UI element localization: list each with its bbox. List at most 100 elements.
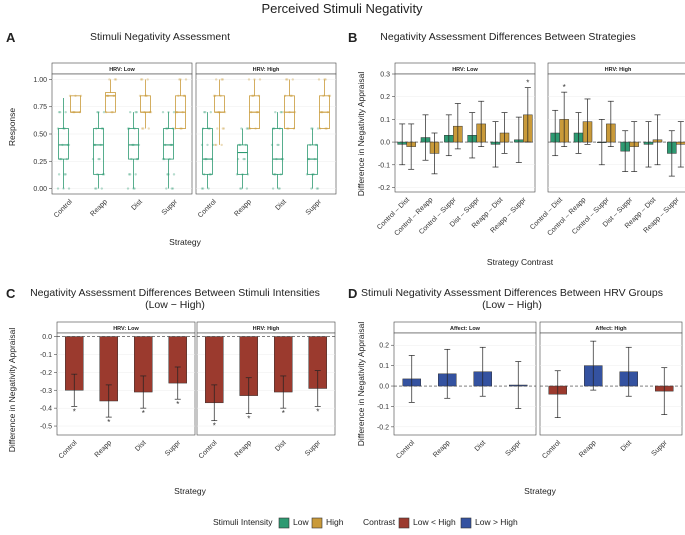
panel-a-title: Stimuli Negativity Assessment (90, 31, 230, 43)
panel-a-box (58, 128, 69, 160)
panel-a-point (179, 78, 182, 81)
panel-a-point (66, 143, 70, 147)
panel-a-point (286, 127, 289, 130)
panel-a-point (220, 143, 223, 147)
panel-a-point (270, 143, 274, 147)
panel-a-point (216, 127, 219, 130)
panel-c-significance-star: * (73, 407, 76, 416)
panel-b-facet-strip-label: HRV: High (605, 67, 632, 73)
panel-a-point (213, 94, 217, 98)
panel-a-point (172, 173, 176, 176)
panel-a-point (172, 110, 176, 114)
legend-swatch-low (278, 517, 290, 529)
panel-a-point (210, 157, 214, 161)
panel-a-box (105, 92, 116, 113)
panel-c-letter: C (6, 286, 16, 301)
panel-a-point (200, 143, 204, 147)
panel-a-point (313, 157, 316, 161)
panel-d-xtick-label: Suppr (651, 439, 670, 458)
panel-a-point (280, 110, 284, 114)
panel-a-point (174, 110, 178, 114)
panel-a-point (290, 94, 293, 98)
panel-b-xlabel: Strategy Contrast (487, 257, 554, 267)
panel-a-xtick-label: Dist (130, 198, 144, 212)
panel-a-facet-strip-label: HRV: High (253, 67, 280, 73)
panel-a-point (206, 143, 209, 147)
panel-b-significance-star: * (563, 83, 566, 92)
panel-a-point (74, 94, 77, 98)
panel-a-box (93, 128, 104, 175)
panel-a-point (222, 127, 226, 130)
panel-a-point (110, 110, 113, 114)
panel-a-point (242, 157, 245, 161)
panel-c-ytick-label: 0.0 (42, 334, 52, 341)
panel-a-xtick-label: Reapp (89, 198, 109, 218)
panel-a-point (274, 173, 277, 176)
panel-a-point (133, 127, 136, 130)
panel-b-ytick-label: 0.1 (380, 117, 390, 124)
panel-d-facet-strip-label: Affect: Low (450, 326, 481, 332)
panel-a-point (246, 127, 250, 130)
panel-a-point (323, 78, 326, 81)
panel-a-point (182, 94, 185, 98)
panel-a-point (211, 143, 215, 147)
panel-c-significance-star: * (107, 418, 110, 427)
panel-d-ytick-label: 0.1 (379, 363, 389, 370)
panel-a-point (127, 173, 131, 176)
panel-a-point (282, 110, 286, 114)
panel-b-ytick-label: -0.1 (378, 162, 390, 169)
panel-a-point (181, 110, 184, 114)
panel-a-point (289, 94, 292, 98)
panel-d-ytick-label: 0.2 (379, 343, 389, 350)
panel-a-point (223, 110, 227, 114)
panel-a-box (163, 128, 174, 160)
panel-a-point (102, 110, 106, 114)
panel-a-point (107, 94, 110, 98)
panel-a-point (101, 173, 105, 176)
panel-a-point (126, 127, 130, 130)
panel-a-xlabel: Strategy (169, 237, 201, 247)
panel-a-point (147, 127, 150, 130)
panel-a-point (215, 78, 218, 81)
panel-a-point (247, 127, 251, 130)
panel-a-point (312, 173, 315, 176)
panel-a-point (207, 127, 210, 130)
panel-c-ytick-label: -0.1 (40, 352, 52, 359)
panel-a-point (134, 110, 137, 114)
panel-a-point (246, 173, 250, 176)
panel-a-point (67, 187, 71, 190)
panel-a-point (166, 173, 169, 176)
panel-a-point (92, 143, 96, 147)
panel-a-point (167, 173, 170, 176)
panel-c-title-line2: (Low − High) (145, 299, 205, 311)
panel-a-ytick-label: 1.00 (33, 77, 47, 84)
panel-c-significance-star: * (247, 415, 250, 424)
panel-b-facet-strip-label: HRV: Low (452, 67, 478, 73)
panel-d-ytick-label: 0.0 (379, 384, 389, 391)
panel-a-point (326, 110, 329, 114)
panel-c-facet-strip-label: HRV: Low (113, 326, 139, 332)
panel-a-point (324, 78, 327, 81)
panel-a-point (141, 78, 144, 81)
panel-a-point (100, 187, 104, 190)
panel-c-xtick-label: Dist (134, 439, 148, 453)
legend-item-low-lt-high: Low < High (413, 517, 456, 527)
panel-c-ytick-label: -0.3 (40, 388, 52, 395)
panel-a-point (305, 173, 309, 176)
panel-a-point (322, 94, 325, 98)
panel-c-xtick-label: Reapp (94, 439, 114, 459)
panel-a-point (320, 110, 323, 114)
panel-a-point (236, 157, 240, 161)
panel-a-point (108, 78, 111, 81)
panel-a-point (65, 157, 69, 161)
panel-a-point (142, 127, 145, 130)
panel-a-point (148, 110, 152, 114)
panel-a-point (271, 127, 275, 130)
panel-a-point (324, 127, 327, 130)
panel-a-point (67, 143, 71, 147)
panel-a-point (134, 173, 137, 176)
panel-a-point (277, 143, 280, 147)
panel-c-xtick-label: Reapp (234, 439, 254, 459)
panel-a-point (238, 143, 241, 147)
panel-a-point (325, 127, 328, 130)
